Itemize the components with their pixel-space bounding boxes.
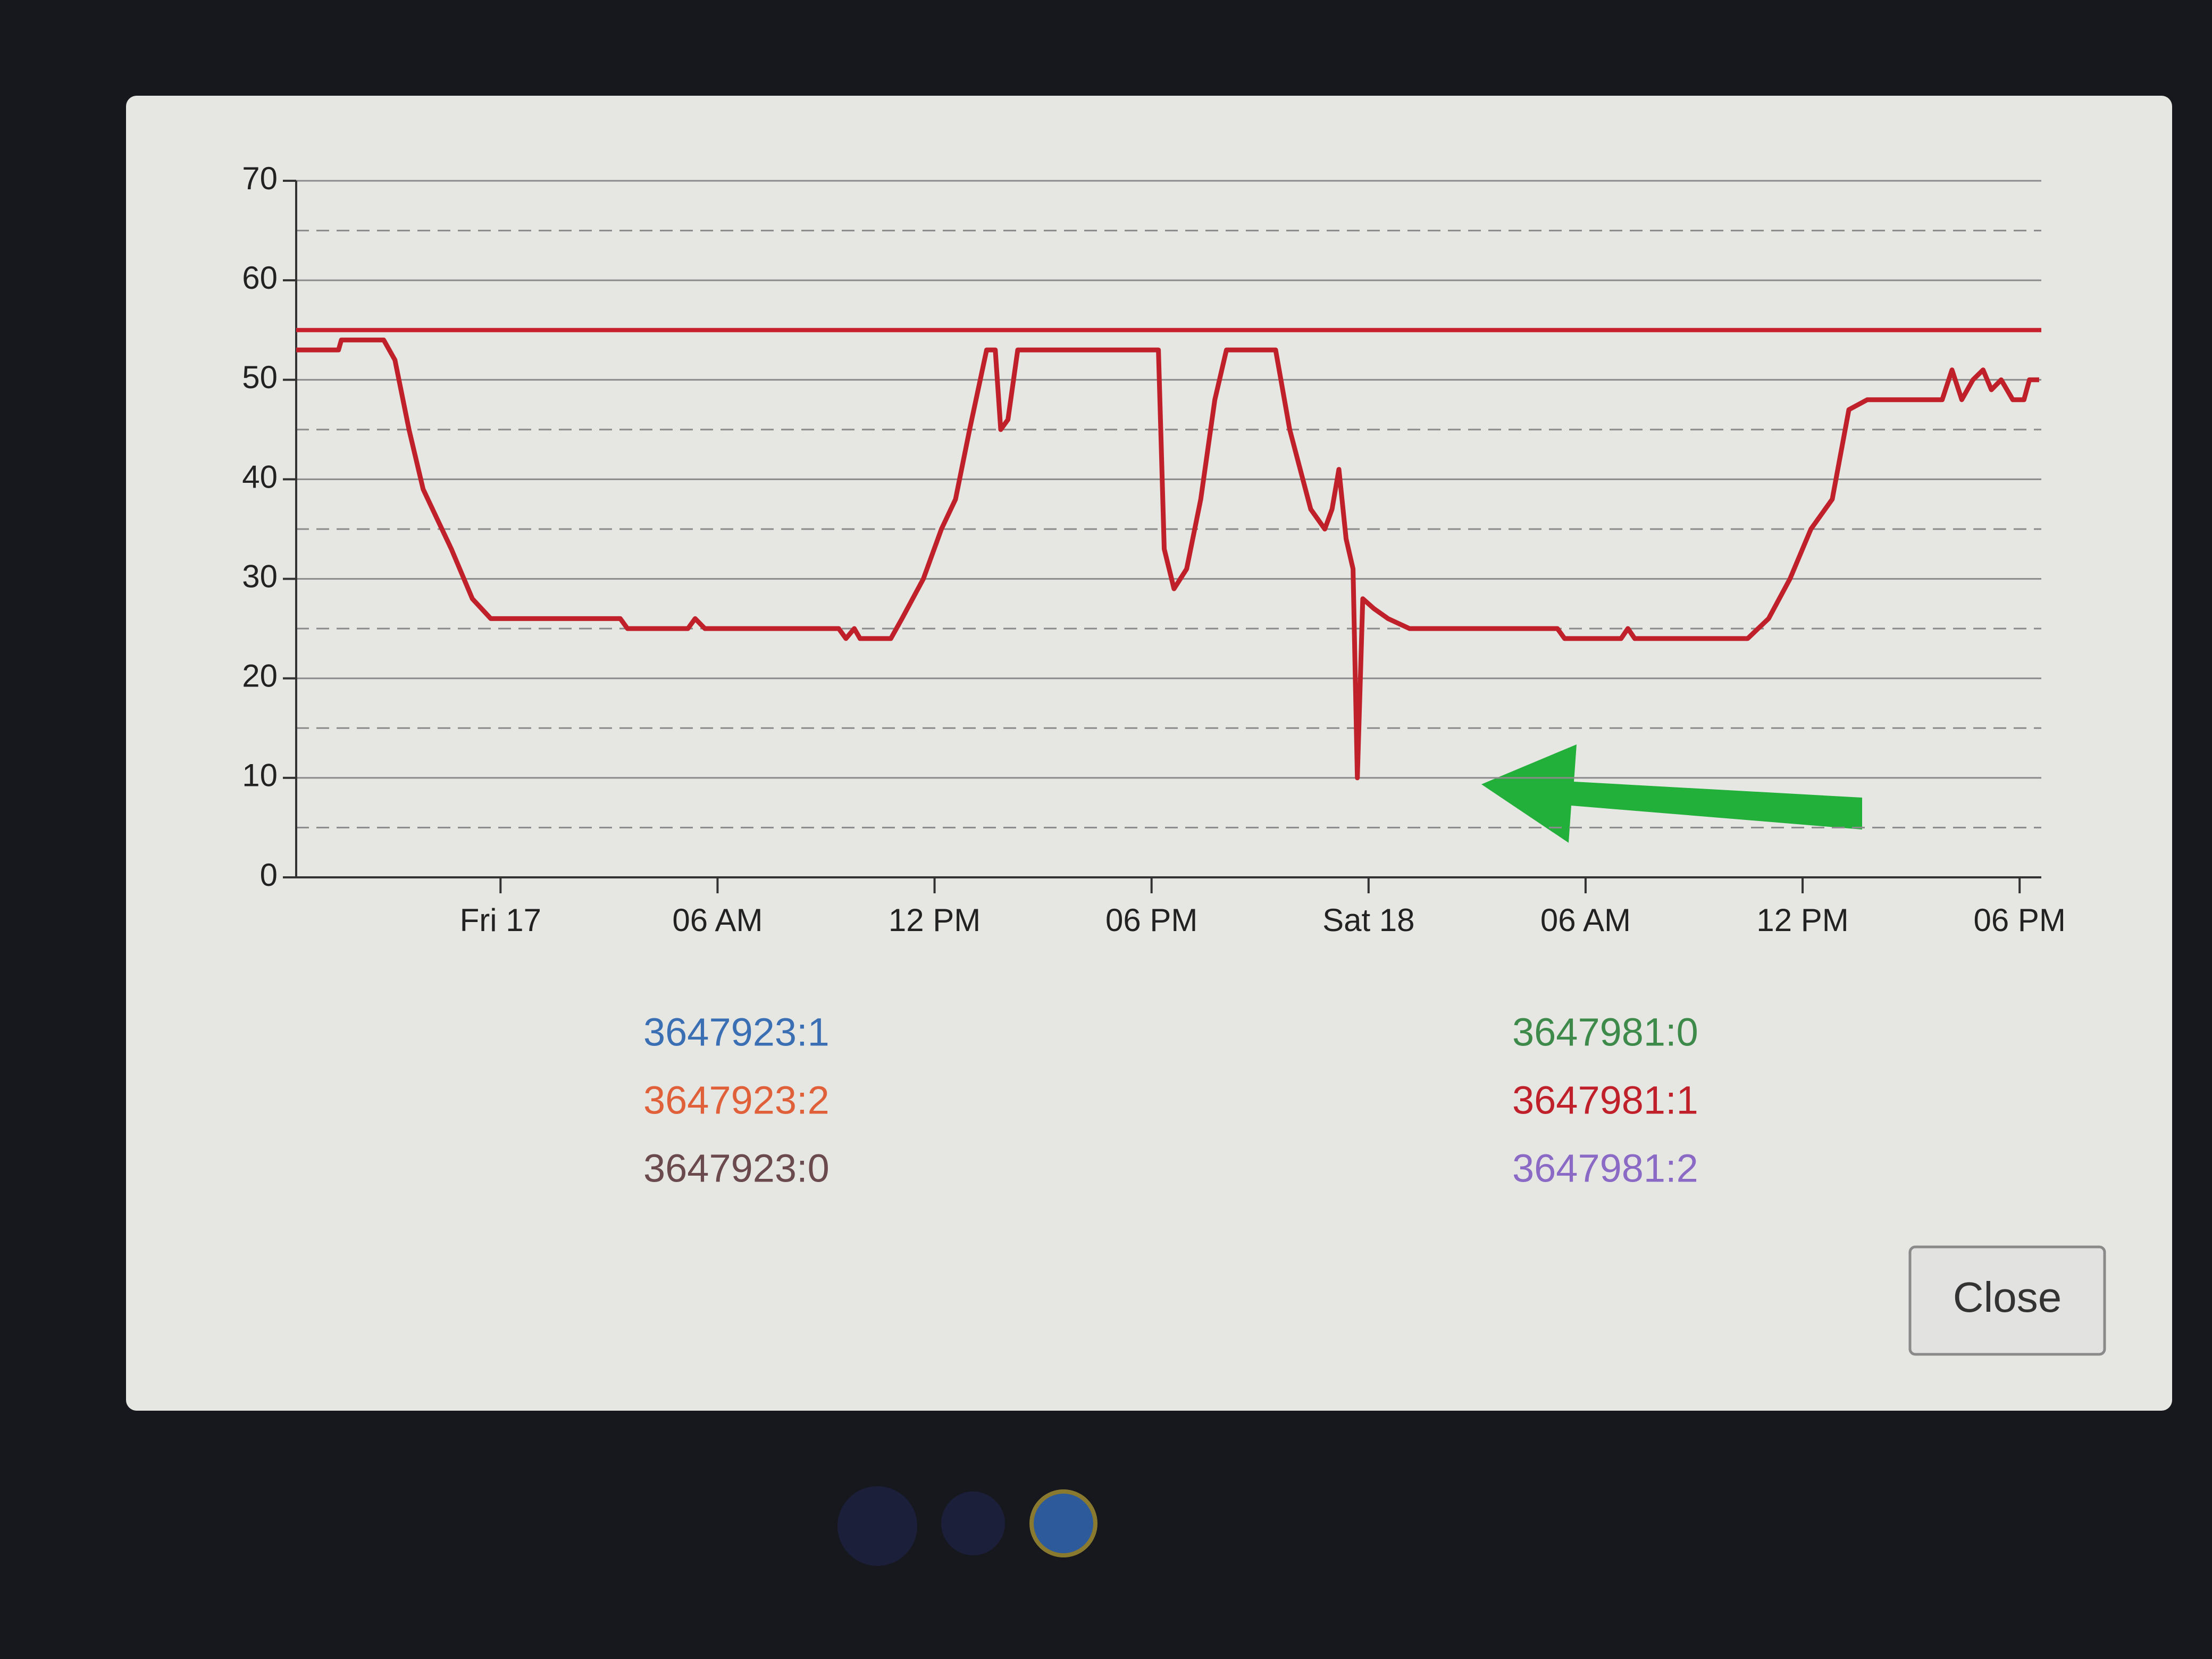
legend-entry[interactable]: 3647923:1 [643,1010,830,1054]
legend-entry[interactable]: 3647981:1 [1512,1078,1698,1122]
x-tick-label: 12 PM [889,902,981,938]
x-tick-label: Sat 18 [1322,902,1414,938]
x-tick-label: 06 AM [1540,902,1631,938]
y-tick-label: 20 [242,658,278,694]
legend-entry[interactable]: 3647923:2 [643,1078,830,1122]
close-button-label[interactable]: Close [1953,1273,2062,1321]
y-tick-label: 30 [242,558,278,594]
x-tick-label: Fri 17 [460,902,541,938]
annotation-arrow [1481,744,1862,843]
node [941,1492,1005,1555]
y-tick-label: 40 [242,459,278,495]
x-tick-label: 12 PM [1756,902,1848,938]
y-tick-label: 70 [242,161,278,196]
y-tick-label: 10 [242,758,278,793]
x-tick-label: 06 PM [1973,902,2065,938]
data-line [296,337,2039,781]
node [837,1486,917,1566]
dialog [126,96,2172,1411]
legend-entry[interactable]: 3647923:0 [643,1146,830,1191]
y-tick-label: 0 [260,857,278,893]
node [1029,1489,1097,1557]
close-button[interactable] [1908,1245,2106,1356]
y-tick-label: 60 [242,260,278,296]
legend-entry[interactable]: 3647981:2 [1512,1146,1698,1191]
x-tick-label: 06 PM [1105,902,1197,938]
x-tick-label: 06 AM [672,902,763,938]
y-tick-label: 50 [242,359,278,395]
legend-entry[interactable]: 3647981:0 [1512,1010,1698,1054]
